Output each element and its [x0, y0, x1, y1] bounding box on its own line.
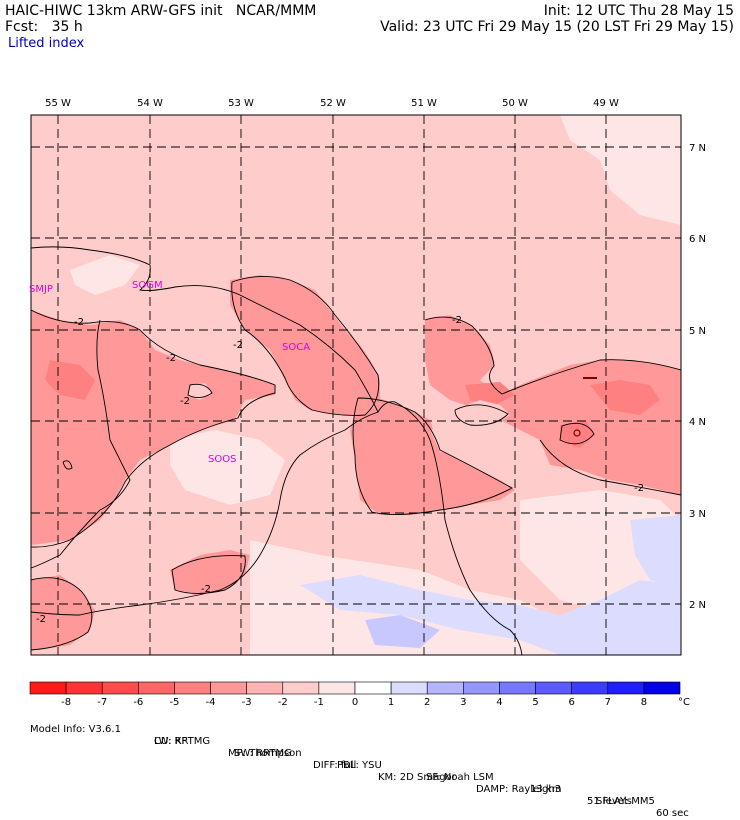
- colorbar-label: -1: [314, 697, 324, 708]
- station-smjp: SMJP: [29, 284, 53, 295]
- colorbar-swatch: [174, 681, 211, 695]
- colorbar-swatch: [101, 681, 139, 695]
- colorbar-swatch: [354, 681, 392, 695]
- init-time: Init: 12 UTC Thu 28 May 15: [543, 3, 734, 19]
- colorbar-swatch: [571, 681, 609, 695]
- footer-item: SFLAY: MM5: [596, 796, 655, 807]
- lat-label: 7 N: [689, 143, 706, 154]
- station-soos: SOOS: [208, 454, 236, 465]
- colorbar-label: 7: [605, 697, 611, 708]
- lon-label: 52 W: [320, 98, 346, 109]
- colorbar-label: -5: [169, 697, 179, 708]
- contour-label: -2: [452, 315, 462, 326]
- colorbar-swatch: [210, 681, 247, 695]
- colorbar-swatch: [607, 681, 645, 695]
- footer-item: Model Info: V3.6.1: [30, 724, 121, 735]
- contour-label: -2: [74, 317, 84, 328]
- footer-item: DIFF: full: [313, 760, 357, 771]
- colorbar-swatch: [246, 681, 284, 695]
- colorbar-unit: °C: [678, 697, 690, 708]
- footer-item: DAMP: Rayleigh3: [476, 784, 562, 795]
- station-sogm: SOGM: [132, 280, 163, 291]
- station-soca: SOCA: [282, 342, 310, 353]
- contour-label: -2: [180, 396, 190, 407]
- contour-label: -2: [634, 483, 644, 494]
- footer-line-2: LW: RRTMG SW: RRTMG DIFF: full KM: 2D Sm…: [30, 724, 720, 808]
- colorbar-label: 0: [352, 697, 358, 708]
- contour-label: -2: [166, 353, 176, 364]
- contour-label: -2: [36, 614, 46, 625]
- colorbar-swatch: [390, 681, 428, 695]
- footer-item: SW: RRTMG: [234, 748, 292, 759]
- contour-lines: [31, 276, 681, 651]
- graticule: [31, 115, 681, 655]
- colorbar-label: -3: [242, 697, 252, 708]
- field-name: Lifted index: [8, 36, 85, 51]
- extreme-marker-circle: [573, 429, 581, 437]
- lon-label: 55 W: [45, 98, 71, 109]
- colorbar-label: -6: [133, 697, 143, 708]
- colorbar-swatch: [318, 681, 356, 695]
- forecast-hour: Fcst: 35 h: [5, 19, 83, 35]
- map-frame: [30, 114, 682, 656]
- colorbar-label: 5: [532, 697, 538, 708]
- latitude-labels: 7 N 6 N 5 N 4 N 3 N 2 N: [689, 143, 706, 611]
- colorbar-swatch: [643, 681, 681, 695]
- colorbar-swatch: [29, 681, 67, 695]
- map-canvas: 55 W 54 W 53 W 52 W 51 W 50 W 49 W 7 N 6…: [29, 98, 706, 708]
- colorbar-label: 2: [424, 697, 430, 708]
- lon-label: 53 W: [228, 98, 254, 109]
- colorbar-swatch: [463, 681, 500, 695]
- colorbar-label: -7: [97, 697, 107, 708]
- colorbar-label: 6: [568, 697, 574, 708]
- colorbar-label: 1: [388, 697, 394, 708]
- lon-label: 51 W: [411, 98, 437, 109]
- colorbar-swatch: [65, 681, 103, 695]
- colorbar: -8 -7 -6 -5 -4 -3 -2 -1 0 1 2 3 4 5 6 7 8 °C: [29, 681, 690, 708]
- contour-label: -2: [201, 584, 211, 595]
- colorbar-swatch: [426, 681, 464, 695]
- model-title: HAIC-HIWC 13km ARW-GFS init NCAR/MMM: [5, 3, 317, 19]
- lat-label: 2 N: [689, 600, 706, 611]
- colorbar-label: -2: [278, 697, 288, 708]
- colorbar-label: 4: [496, 697, 502, 708]
- lat-label: 4 N: [689, 417, 706, 428]
- colorbar-label: 8: [641, 697, 647, 708]
- colorbar-swatch: [138, 681, 175, 695]
- colorbar-swatch: [282, 681, 320, 695]
- lon-label: 49 W: [593, 98, 619, 109]
- colorbar-label: -4: [206, 697, 216, 708]
- colorbar-label: 3: [460, 697, 466, 708]
- lon-label: 50 W: [502, 98, 528, 109]
- lat-label: 6 N: [689, 234, 706, 245]
- colorbar-swatch: [499, 681, 536, 695]
- contour-label: -2: [233, 340, 243, 351]
- colorbar-swatch: [535, 681, 572, 695]
- footer-item: LW: RRTMG: [154, 736, 211, 747]
- lon-label: 54 W: [137, 98, 163, 109]
- country-borders: [31, 246, 523, 655]
- lat-label: 5 N: [689, 326, 706, 337]
- valid-time: Valid: 23 UTC Fri 29 May 15 (20 LST Fri …: [380, 19, 734, 35]
- footer-item: KM: 2D Smagor: [378, 772, 456, 783]
- colorbar-label: -8: [61, 697, 71, 708]
- station-labels: SMJP SOGM SOCA SOOS: [29, 280, 310, 465]
- contour-labels: -2 -2 -2 -2 -2 -2 -2 -2: [36, 315, 644, 625]
- lat-label: 3 N: [689, 509, 706, 520]
- longitude-labels: 55 W 54 W 53 W 52 W 51 W 50 W 49 W: [45, 98, 619, 109]
- footer-item: 60 sec: [656, 808, 689, 819]
- lifted-index-field: [31, 115, 681, 655]
